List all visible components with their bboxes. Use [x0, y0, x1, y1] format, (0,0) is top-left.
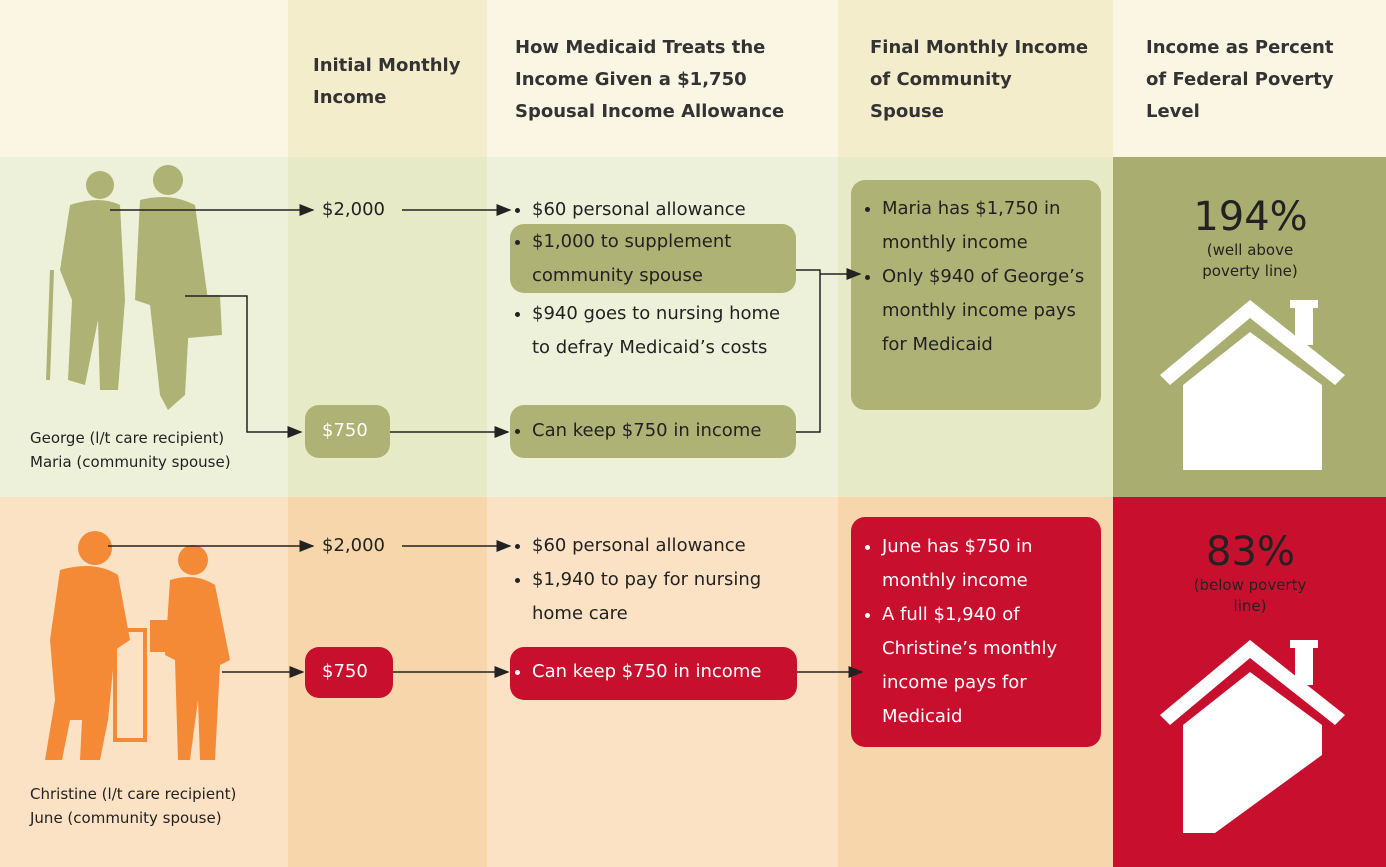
final-item: June has $750 in monthly income: [882, 530, 1092, 598]
final-list: Maria has $1,750 in monthly incomeOnly $…: [868, 192, 1087, 362]
final-list: June has $750 in monthly incomeA full $1…: [868, 530, 1092, 734]
column-header: Income as Percent of Federal Poverty Lev…: [1146, 32, 1356, 128]
treatment-list: $60 personal allowance: [518, 193, 792, 227]
house-icon: [1160, 640, 1345, 833]
couple-silhouette: [48, 165, 222, 410]
treatment-item: $60 personal allowance: [532, 193, 792, 227]
person-label: Christine (l/t care recipient): [30, 782, 236, 806]
column-header: Final Monthly Income of Community Spouse: [870, 32, 1090, 128]
income: $2,000: [322, 529, 385, 563]
treatment-item: Can keep $750 in income: [532, 655, 812, 689]
treatment-item: $940 goes to nursing home to defray Medi…: [532, 297, 792, 365]
couple-silhouette: [45, 531, 230, 760]
column-header: How Medicaid Treats the Income Given a $…: [515, 32, 815, 128]
person-label: George (l/t care recipient): [30, 426, 224, 450]
person-label: June (community spouse): [30, 806, 222, 830]
percent-note: (well above poverty line): [1190, 240, 1310, 282]
treatment-list: Can keep $750 in income: [518, 414, 812, 448]
infographic: Initial Monthly Income How Medicaid Trea…: [0, 0, 1386, 867]
final-item: Only $940 of George’s monthly income pay…: [882, 260, 1087, 362]
treatment-item: Can keep $750 in income: [532, 414, 812, 448]
percent: 194%: [1163, 192, 1338, 242]
treatment-item: $1,940 to pay for nursing home care: [532, 563, 802, 631]
treatment-list: $1,000 to supplement community spouse: [518, 225, 792, 293]
house-icon: [1160, 300, 1345, 470]
column-header: Initial Monthly Income: [313, 50, 478, 114]
treatment-list: $940 goes to nursing home to defray Medi…: [518, 297, 792, 365]
income: $750: [322, 414, 368, 448]
treatment-list: $60 personal allowance$1,940 to pay for …: [518, 529, 802, 631]
treatment-item: $1,000 to supplement community spouse: [532, 225, 792, 293]
final-item: Maria has $1,750 in monthly income: [882, 192, 1087, 260]
income: $2,000: [322, 193, 385, 227]
person-label: Maria (community spouse): [30, 450, 231, 474]
percent-note: (below poverty line): [1190, 575, 1310, 617]
final-item: A full $1,940 of Christine’s monthly inc…: [882, 598, 1092, 734]
percent: 83%: [1163, 527, 1338, 577]
treatment-item: $60 personal allowance: [532, 529, 802, 563]
income: $750: [322, 655, 368, 689]
treatment-list: Can keep $750 in income: [518, 655, 812, 689]
